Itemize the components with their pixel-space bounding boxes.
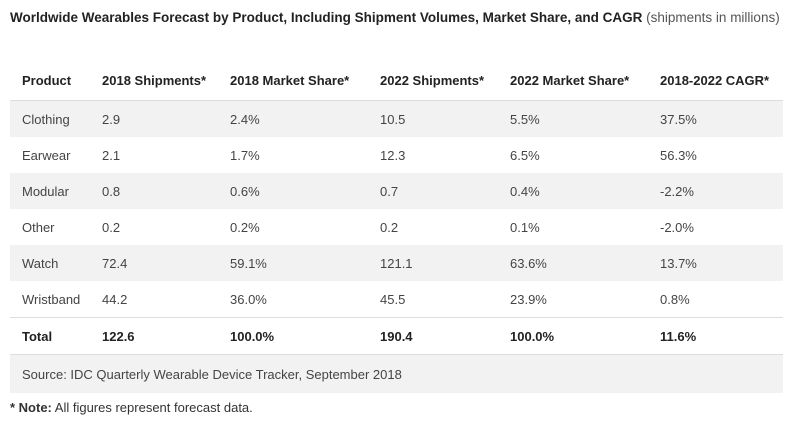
table-row-wristband: Wristband 44.2 36.0% 45.5 23.9% 0.8% bbox=[10, 281, 783, 318]
cell-2022-market-share: 63.6% bbox=[510, 255, 547, 271]
table-title-block: Worldwide Wearables Forecast by Product,… bbox=[10, 8, 790, 28]
cell-product: Clothing bbox=[22, 111, 70, 127]
cell-product: Earwear bbox=[22, 147, 71, 163]
column-header-2022-shipments: 2022 Shipments* bbox=[380, 72, 485, 88]
cell-2022-market-share: 5.5% bbox=[510, 111, 540, 127]
column-header-2022-market-share: 2022 Market Share* bbox=[510, 72, 630, 88]
cell-2018-shipments: 2.9 bbox=[102, 111, 121, 127]
cell-2018-market-share: 59.1% bbox=[230, 255, 267, 271]
cell-2018-shipments: 122.6 bbox=[102, 328, 135, 344]
column-header-product: Product bbox=[22, 72, 72, 88]
cell-2018-market-share: 0.6% bbox=[230, 183, 260, 199]
forecast-table-container: Product 2018 Shipments* 2018 Market Shar… bbox=[10, 60, 783, 393]
cell-2022-market-share: 100.0% bbox=[510, 328, 555, 344]
cell-cagr: 13.7% bbox=[660, 255, 697, 271]
cell-cagr: -2.2% bbox=[660, 183, 694, 199]
cell-2022-market-share: 0.4% bbox=[510, 183, 540, 199]
table-title: Worldwide Wearables Forecast by Product,… bbox=[10, 10, 643, 25]
cell-cagr: 37.5% bbox=[660, 111, 697, 127]
cell-2018-shipments: 2.1 bbox=[102, 147, 121, 163]
cell-product: Other bbox=[22, 219, 55, 235]
table-row-modular: Modular 0.8 0.6% 0.7 0.4% -2.2% bbox=[10, 173, 783, 209]
footnote-text: All figures represent forecast data. bbox=[51, 400, 253, 415]
cell-product: Wristband bbox=[22, 291, 81, 307]
column-header-cagr: 2018-2022 CAGR* bbox=[660, 72, 770, 88]
forecast-table: Product 2018 Shipments* 2018 Market Shar… bbox=[10, 60, 783, 393]
cell-2022-shipments: 190.4 bbox=[380, 328, 413, 344]
cell-2022-market-share: 0.1% bbox=[510, 219, 540, 235]
cell-2022-shipments: 12.3 bbox=[380, 147, 406, 163]
table-row-total: Total 122.6 100.0% 190.4 100.0% 11.6% bbox=[10, 317, 783, 355]
cell-2018-market-share: 0.2% bbox=[230, 219, 260, 235]
cell-2022-shipments: 121.1 bbox=[380, 255, 413, 271]
footnote-label: * Note: bbox=[10, 400, 52, 415]
table-source-row: Source: IDC Quarterly Wearable Device Tr… bbox=[10, 354, 783, 393]
column-header-2018-market-share: 2018 Market Share* bbox=[230, 72, 350, 88]
cell-product: Modular bbox=[22, 183, 69, 199]
cell-2018-shipments: 0.2 bbox=[102, 219, 121, 235]
cell-2018-market-share: 2.4% bbox=[230, 111, 260, 127]
cell-2018-shipments: 72.4 bbox=[102, 255, 128, 271]
cell-2018-shipments: 44.2 bbox=[102, 291, 128, 307]
cell-2018-market-share: 100.0% bbox=[230, 328, 275, 344]
cell-cagr: 0.8% bbox=[660, 291, 690, 307]
cell-product: Total bbox=[22, 328, 53, 344]
column-header-2018-shipments: 2018 Shipments* bbox=[102, 72, 207, 88]
cell-2018-market-share: 36.0% bbox=[230, 291, 267, 307]
table-row-other: Other 0.2 0.2% 0.2 0.1% -2.0% bbox=[10, 209, 783, 245]
cell-2022-shipments: 0.2 bbox=[380, 219, 399, 235]
cell-2018-shipments: 0.8 bbox=[102, 183, 121, 199]
source-text: Source: IDC Quarterly Wearable Device Tr… bbox=[10, 354, 783, 393]
cell-product: Watch bbox=[22, 255, 59, 271]
footnote: * Note: All figures represent forecast d… bbox=[10, 400, 253, 415]
cell-cagr: -2.0% bbox=[660, 219, 694, 235]
table-row-clothing: Clothing 2.9 2.4% 10.5 5.5% 37.5% bbox=[10, 100, 783, 137]
cell-cagr: 11.6% bbox=[660, 328, 697, 344]
cell-2022-shipments: 0.7 bbox=[380, 183, 399, 199]
table-header-row: Product 2018 Shipments* 2018 Market Shar… bbox=[10, 60, 783, 101]
table-row-watch: Watch 72.4 59.1% 121.1 63.6% 13.7% bbox=[10, 245, 783, 281]
cell-2022-market-share: 23.9% bbox=[510, 291, 547, 307]
cell-2018-market-share: 1.7% bbox=[230, 147, 260, 163]
cell-2022-shipments: 45.5 bbox=[380, 291, 406, 307]
cell-2022-market-share: 6.5% bbox=[510, 147, 540, 163]
cell-2022-shipments: 10.5 bbox=[380, 111, 406, 127]
cell-cagr: 56.3% bbox=[660, 147, 697, 163]
table-subtitle: (shipments in millions) bbox=[646, 10, 780, 25]
table-row-earwear: Earwear 2.1 1.7% 12.3 6.5% 56.3% bbox=[10, 137, 783, 173]
